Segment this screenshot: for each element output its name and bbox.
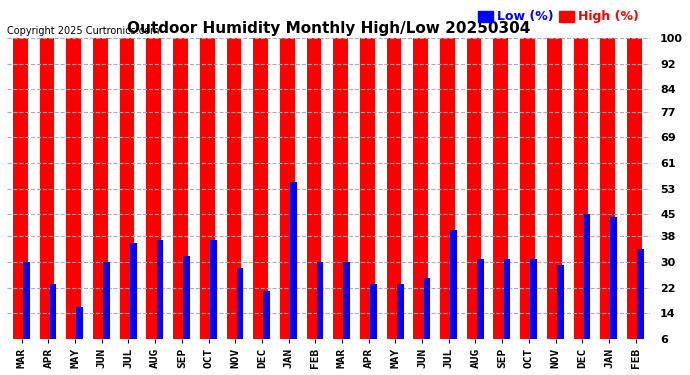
Bar bbox=[173, 38, 188, 358]
Bar bbox=[600, 38, 615, 358]
Bar bbox=[413, 38, 428, 358]
Bar bbox=[557, 265, 564, 358]
Bar bbox=[104, 262, 110, 358]
Bar bbox=[184, 256, 190, 358]
Bar bbox=[39, 38, 55, 358]
Bar bbox=[467, 38, 482, 358]
Bar bbox=[440, 38, 455, 358]
Bar bbox=[253, 38, 268, 358]
Bar bbox=[130, 243, 137, 358]
Bar bbox=[264, 291, 270, 358]
Bar bbox=[451, 230, 457, 358]
Bar bbox=[637, 249, 644, 358]
Bar bbox=[280, 38, 295, 358]
Bar bbox=[397, 284, 404, 358]
Bar bbox=[93, 38, 108, 358]
Bar bbox=[573, 38, 589, 358]
Bar bbox=[157, 240, 164, 358]
Bar bbox=[23, 262, 30, 358]
Bar bbox=[333, 38, 348, 358]
Bar bbox=[290, 182, 297, 358]
Bar bbox=[200, 38, 215, 358]
Bar bbox=[493, 38, 508, 358]
Bar bbox=[237, 268, 244, 358]
Bar bbox=[66, 38, 81, 358]
Bar bbox=[317, 262, 324, 358]
Bar bbox=[120, 38, 135, 358]
Text: Copyright 2025 Curtronics.com: Copyright 2025 Curtronics.com bbox=[7, 26, 159, 36]
Bar bbox=[50, 284, 57, 358]
Bar bbox=[504, 259, 511, 358]
Bar bbox=[547, 38, 562, 358]
Title: Outdoor Humidity Monthly High/Low 20250304: Outdoor Humidity Monthly High/Low 202503… bbox=[127, 21, 531, 36]
Bar bbox=[584, 214, 591, 358]
Bar bbox=[611, 217, 617, 358]
Bar bbox=[13, 38, 28, 358]
Bar bbox=[77, 307, 83, 358]
Bar bbox=[531, 259, 537, 358]
Bar bbox=[370, 284, 377, 358]
Bar bbox=[210, 240, 217, 358]
Bar bbox=[146, 38, 161, 358]
Bar bbox=[344, 262, 350, 358]
Bar bbox=[520, 38, 535, 358]
Bar bbox=[360, 38, 375, 358]
Legend: Low (%), High (%): Low (%), High (%) bbox=[473, 5, 644, 28]
Bar bbox=[424, 278, 431, 358]
Bar bbox=[226, 38, 242, 358]
Bar bbox=[477, 259, 484, 358]
Bar bbox=[386, 38, 402, 358]
Bar bbox=[627, 38, 642, 358]
Bar bbox=[306, 38, 322, 358]
